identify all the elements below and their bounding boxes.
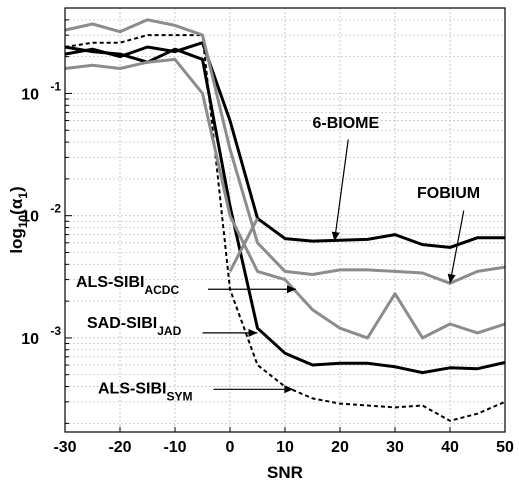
series-line-2 [64,45,506,375]
x-tick-label: -10 [163,439,186,456]
annotation-label: ALS-SIBISYM [98,381,192,404]
annotation-arrowhead [248,328,258,337]
annotation-label: FOBIUM [417,185,480,202]
series-line-4 [64,18,506,285]
x-tick-label: 40 [441,439,459,456]
x-tick-label: 20 [331,439,349,456]
x-tick-label: 30 [386,439,404,456]
annotation-label: 6-BIOME [313,115,380,132]
x-tick-label: 0 [226,439,235,456]
y-tick-exponent: -3 [50,324,61,338]
x-tick-label: -20 [108,439,131,456]
annotation-arrowhead [287,285,296,294]
annotation-arrowhead [284,385,294,394]
x-axis-label: SNR [267,463,303,482]
x-tick-label: -30 [53,439,76,456]
annotation-arrowhead [331,231,340,242]
series-line-3 [64,34,506,422]
annotation-group: 6-BIOME FOBIUM ALS-SIBIACDC SAD-SIBIJAD ALS-… [76,115,480,404]
annotation-arrow [449,210,465,284]
x-tick-label: 50 [496,439,514,456]
series-line-5 [64,57,506,340]
y-tick-label: 10 [21,331,39,348]
annotation-label: ALS-SIBIACDC [76,274,179,297]
tick-group: -30 -20 -10 0 10 20 30 40 50 10 -3 10 -2 10 -1 [21,7,514,456]
y-tick-label: 10 [21,209,39,226]
series-line-6 [228,217,259,273]
series-group [64,18,506,422]
y-tick-exponent: -2 [50,202,61,216]
annotation-arrowhead [447,273,456,284]
annotation-label: SAD-SIBIJAD [87,315,182,338]
grid [64,7,506,432]
x-tick-label: 10 [276,439,294,456]
y-axis-label: log10(α1) [7,186,30,253]
y-tick-exponent: -1 [50,79,61,93]
series-line-1 [64,41,505,249]
y-tick-label: 10 [21,86,39,103]
annotation-arrow [333,139,349,242]
